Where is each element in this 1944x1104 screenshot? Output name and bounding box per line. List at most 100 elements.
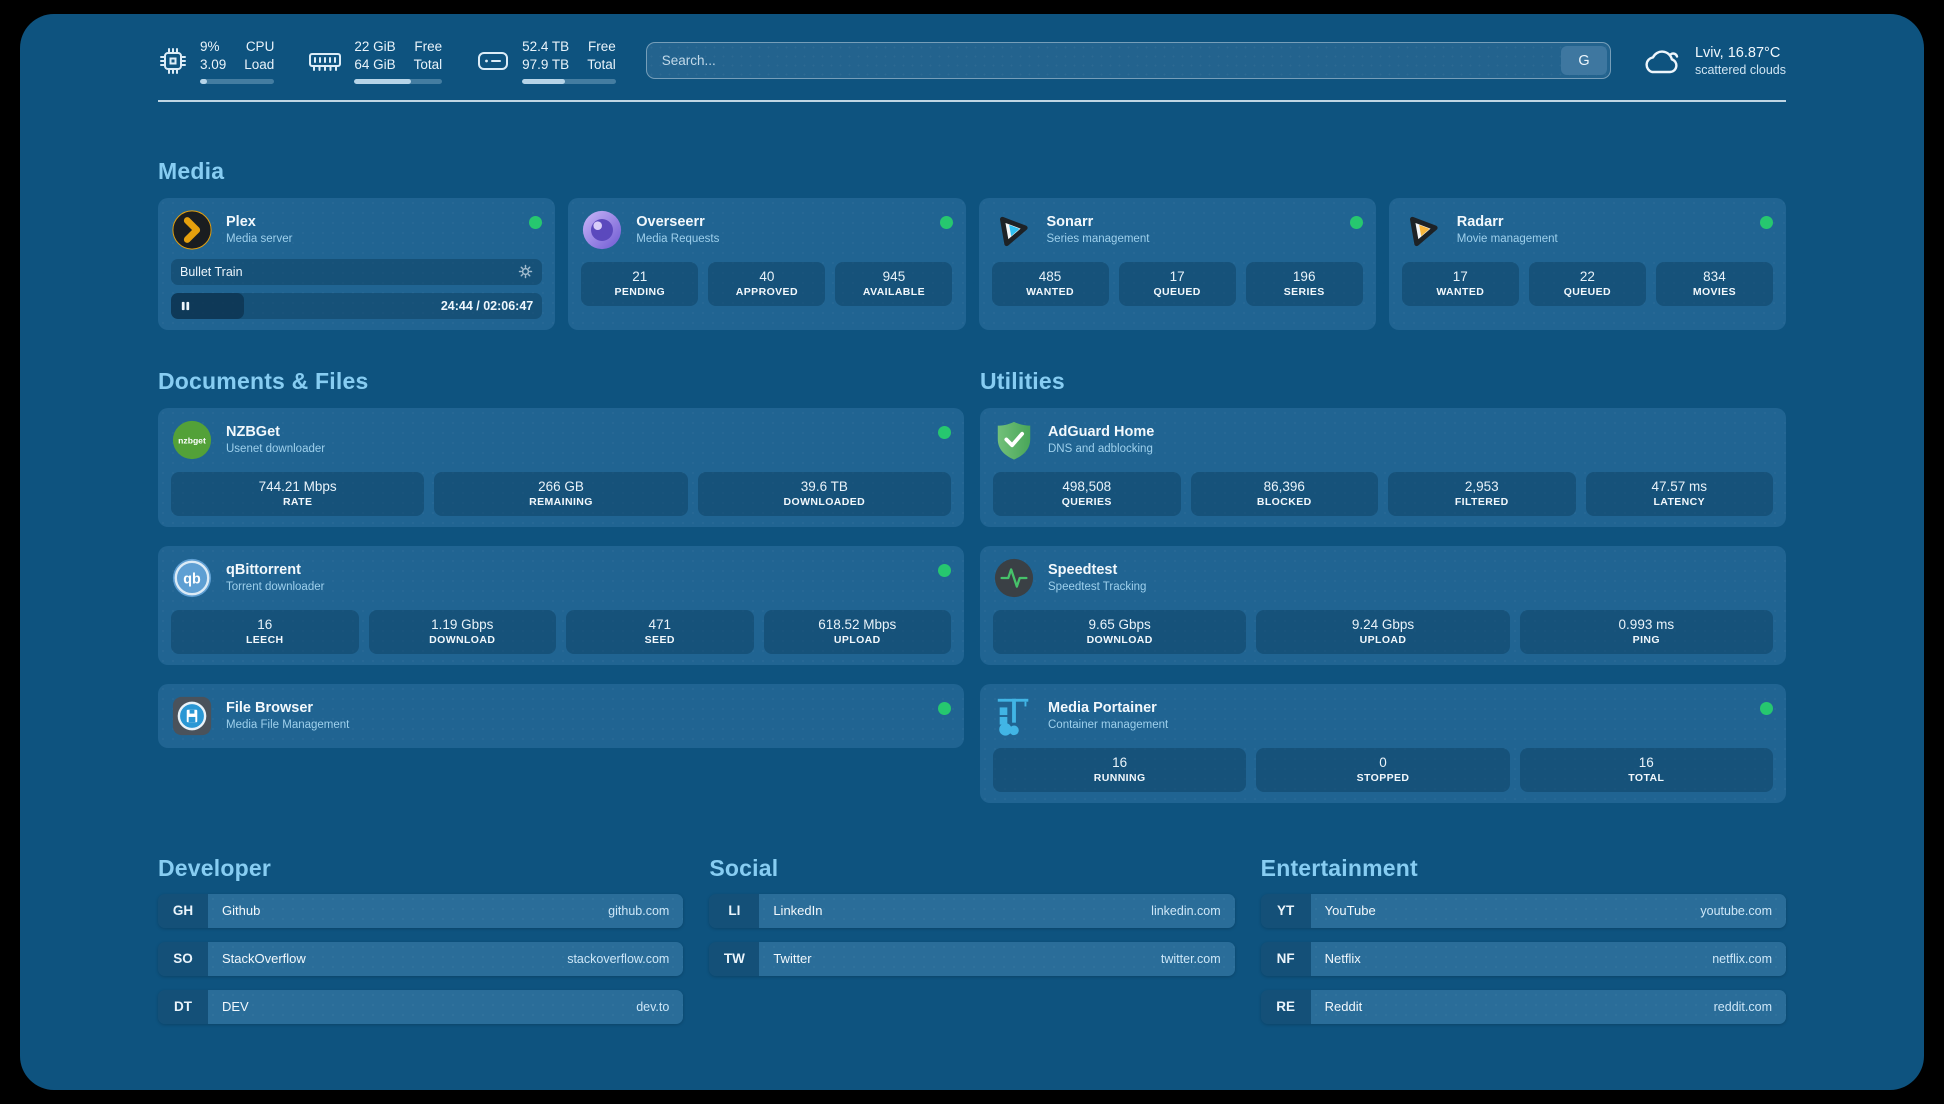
section-title-utilities: Utilities (980, 367, 1065, 394)
memory-stat: 22 GiB 64 GiB Free Total (308, 38, 443, 84)
link-name: Reddit (1324, 999, 1363, 1015)
card-title: Sonarr (1046, 214, 1094, 231)
search-engine-button[interactable]: G (1560, 46, 1607, 76)
cpu-icon (160, 47, 186, 74)
stat-tile: 47.57 ms LATENCY (1585, 471, 1773, 516)
card-nzbget[interactable]: nzbget NZBGet Usenet downloader 744.21 M… (158, 407, 964, 527)
memory-progress-bar (354, 78, 443, 84)
card-subtitle: Media server (226, 233, 293, 246)
cloud-icon (1645, 50, 1679, 74)
cpu-stat: 9% 3.09 CPU Load (158, 38, 275, 84)
status-dot-online (939, 215, 953, 229)
stat-tile: 9.65 Gbps DOWNLOAD (993, 609, 1247, 654)
stat-tile: 9.24 Gbps UPLOAD (1256, 609, 1510, 654)
disk-label-1: Free (587, 39, 616, 54)
stat-tile: 16 RUNNING (993, 747, 1247, 792)
stat-tile: 2,953 FILTERED (1388, 471, 1576, 516)
status-dot-online (1760, 701, 1773, 715)
card-subtitle: Torrent downloader (226, 581, 325, 594)
link-reddit[interactable]: RE Reddit reddit.com (1260, 989, 1786, 1024)
link-name: Github (222, 903, 261, 919)
section-title-social: Social (709, 854, 779, 881)
stat-tile: 21 PENDING (581, 261, 699, 306)
card-subtitle: Speedtest Tracking (1048, 581, 1147, 594)
stat-tile: 17 WANTED (1401, 261, 1519, 306)
adguard-logo-icon (993, 419, 1035, 461)
link-youtube[interactable]: YT YouTube youtube.com (1260, 893, 1786, 928)
link-abbr: DT (158, 989, 208, 1024)
card-subtitle: DNS and adblocking (1048, 443, 1153, 456)
link-url: youtube.com (1700, 903, 1772, 918)
link-name: Twitter (773, 951, 812, 967)
card-radarr[interactable]: Radarr Movie management 17 WANTED 22 QUEUE… (1388, 197, 1786, 330)
weather-condition: scattered clouds (1694, 62, 1786, 77)
nzbget-titles: NZBGet Usenet downloader (226, 424, 325, 455)
memory-free: 22 GiB (354, 39, 396, 54)
stat-tile: 498,508 QUERIES (993, 471, 1181, 516)
card-subtitle: Container management (1048, 719, 1169, 732)
link-url: dev.to (636, 999, 670, 1014)
link-url: twitter.com (1160, 951, 1221, 966)
gear-icon[interactable] (518, 264, 533, 279)
memory-label-1: Free (414, 39, 443, 54)
weather-widget: Lviv, 16.87°C scattered clouds (1641, 44, 1786, 78)
cpu-stat-text: 9% 3.09 CPU Load (200, 38, 275, 84)
card-qbittorrent[interactable]: qb qBittorrent Torrent downloader 16 LEEC… (158, 545, 964, 665)
filebrowser-logo-icon (171, 695, 213, 737)
svg-text:nzbget: nzbget (178, 435, 206, 445)
link-twitter[interactable]: TW Twitter twitter.com (709, 941, 1235, 976)
status-dot-online (1349, 215, 1363, 229)
link-dev[interactable]: DT DEV dev.to (158, 989, 684, 1024)
card-plex[interactable]: Plex Media server Bullet Train (158, 197, 556, 330)
plex-titles: Plex Media server (226, 214, 292, 245)
status-dot-online (938, 563, 951, 577)
link-netflix[interactable]: NF Netflix netflix.com (1260, 941, 1786, 976)
link-url: linkedin.com (1151, 903, 1221, 918)
section-utilities: Utilities AdGuard Home DNS and adblockin… (980, 368, 1786, 803)
card-speedtest[interactable]: Speedtest Speedtest Tracking 9.65 Gbps DO… (980, 545, 1786, 665)
disk-stat: 52.4 TB 97.9 TB Free Total (476, 38, 616, 84)
card-filebrowser[interactable]: File Browser Media File Management (158, 683, 964, 748)
section-social: Social LI LinkedIn linkedin.com TW Twitte… (709, 854, 1235, 1024)
cpu-label-2: Load (244, 56, 275, 72)
stat-tile: 834 MOVIES (1655, 261, 1773, 306)
radarr-titles: Radarr Movie management (1457, 214, 1558, 245)
pause-icon[interactable] (180, 300, 191, 312)
overseerr-titles: Overseerr Media Requests (636, 214, 719, 245)
section-entertainment: Entertainment YT YouTube youtube.com NF N… (1260, 854, 1786, 1024)
card-subtitle: Series management (1046, 233, 1150, 246)
player-time: 24:44 / 02:06:47 (440, 298, 534, 313)
card-title: NZBGet (226, 424, 280, 441)
card-portainer[interactable]: Media Portainer Container management 16 R… (980, 683, 1786, 803)
header: 9% 3.09 CPU Load 22 GiB 64 GiB Free Total (158, 14, 1786, 84)
search-input[interactable] (649, 53, 1561, 69)
section-documents: Documents & Files nzbget NZBGet Usenet d… (158, 368, 964, 803)
stat-tile: 39.6 TB DOWNLOADED (697, 471, 951, 516)
search-bar: G (645, 42, 1611, 80)
card-adguard[interactable]: AdGuard Home DNS and adblocking 498,508 Q… (980, 407, 1786, 527)
link-abbr: TW (709, 941, 760, 976)
filebrowser-titles: File Browser Media File Management (226, 700, 349, 731)
card-overseerr[interactable]: Overseerr Media Requests 21 PENDING 40 APP… (568, 197, 966, 330)
player-progress-row[interactable]: 24:44 / 02:06:47 (171, 292, 543, 319)
media-grid: Plex Media server Bullet Train (158, 197, 1786, 330)
weather-location: Lviv, 16.87°C (1694, 44, 1781, 61)
cpu-progress-bar (200, 78, 275, 84)
section-title-entertainment: Entertainment (1260, 854, 1418, 881)
link-stackoverflow[interactable]: SO StackOverflow stackoverflow.com (158, 941, 684, 976)
card-title: qBittorrent (226, 562, 301, 579)
card-sonarr[interactable]: Sonarr Series management 485 WANTED 17 QUE… (978, 197, 1376, 330)
weather-text: Lviv, 16.87°C scattered clouds (1695, 45, 1786, 77)
link-abbr: LI (709, 893, 760, 928)
adguard-titles: AdGuard Home DNS and adblocking (1048, 424, 1154, 455)
link-linkedin[interactable]: LI LinkedIn linkedin.com (709, 893, 1235, 928)
stat-tile: 618.52 Mbps UPLOAD (763, 609, 951, 654)
speedtest-logo-icon (993, 557, 1035, 599)
svg-text:qb: qb (183, 571, 201, 587)
link-url: github.com (608, 903, 670, 918)
disk-icon (478, 51, 509, 70)
nzbget-logo-icon: nzbget (171, 419, 213, 461)
qbittorrent-logo-icon: qb (171, 557, 213, 599)
portainer-titles: Media Portainer Container management (1048, 700, 1168, 731)
link-github[interactable]: GH Github github.com (158, 893, 684, 928)
